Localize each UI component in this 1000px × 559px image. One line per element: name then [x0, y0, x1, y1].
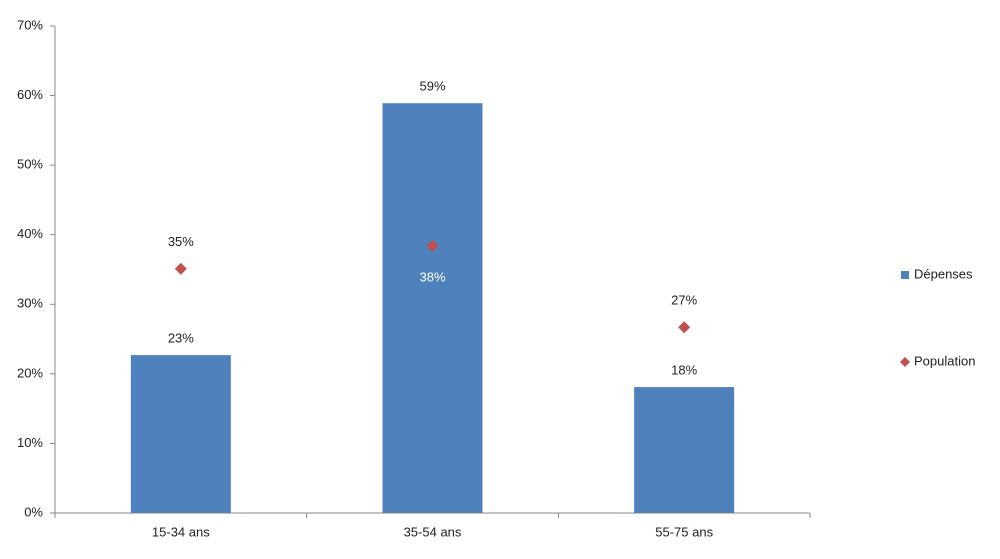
y-tick-label: 30% [17, 296, 43, 311]
legend-swatch [900, 357, 910, 367]
data-label: 59% [419, 79, 445, 94]
y-tick-label: 0% [24, 504, 43, 519]
data-label: 35% [168, 234, 194, 249]
bar [130, 355, 231, 513]
marker [678, 321, 691, 334]
data-label: 27% [671, 293, 697, 308]
bar [382, 103, 483, 513]
legend-swatch [901, 271, 909, 279]
x-tick-label: 15-34 ans [152, 524, 210, 539]
y-tick-label: 20% [17, 365, 43, 380]
data-label: 23% [168, 331, 194, 346]
legend-label: Population [914, 353, 975, 368]
marker [426, 239, 439, 252]
data-label: 38% [419, 269, 445, 284]
bar [634, 387, 735, 513]
y-tick-label: 60% [17, 87, 43, 102]
y-tick-label: 40% [17, 226, 43, 241]
legend-label: Dépenses [914, 266, 973, 281]
y-tick-label: 70% [17, 17, 43, 32]
y-tick-label: 50% [17, 157, 43, 172]
data-label: 18% [671, 363, 697, 378]
marker [174, 262, 187, 275]
y-tick-label: 10% [17, 435, 43, 450]
x-tick-label: 35-54 ans [404, 524, 462, 539]
x-tick-label: 55-75 ans [655, 524, 713, 539]
